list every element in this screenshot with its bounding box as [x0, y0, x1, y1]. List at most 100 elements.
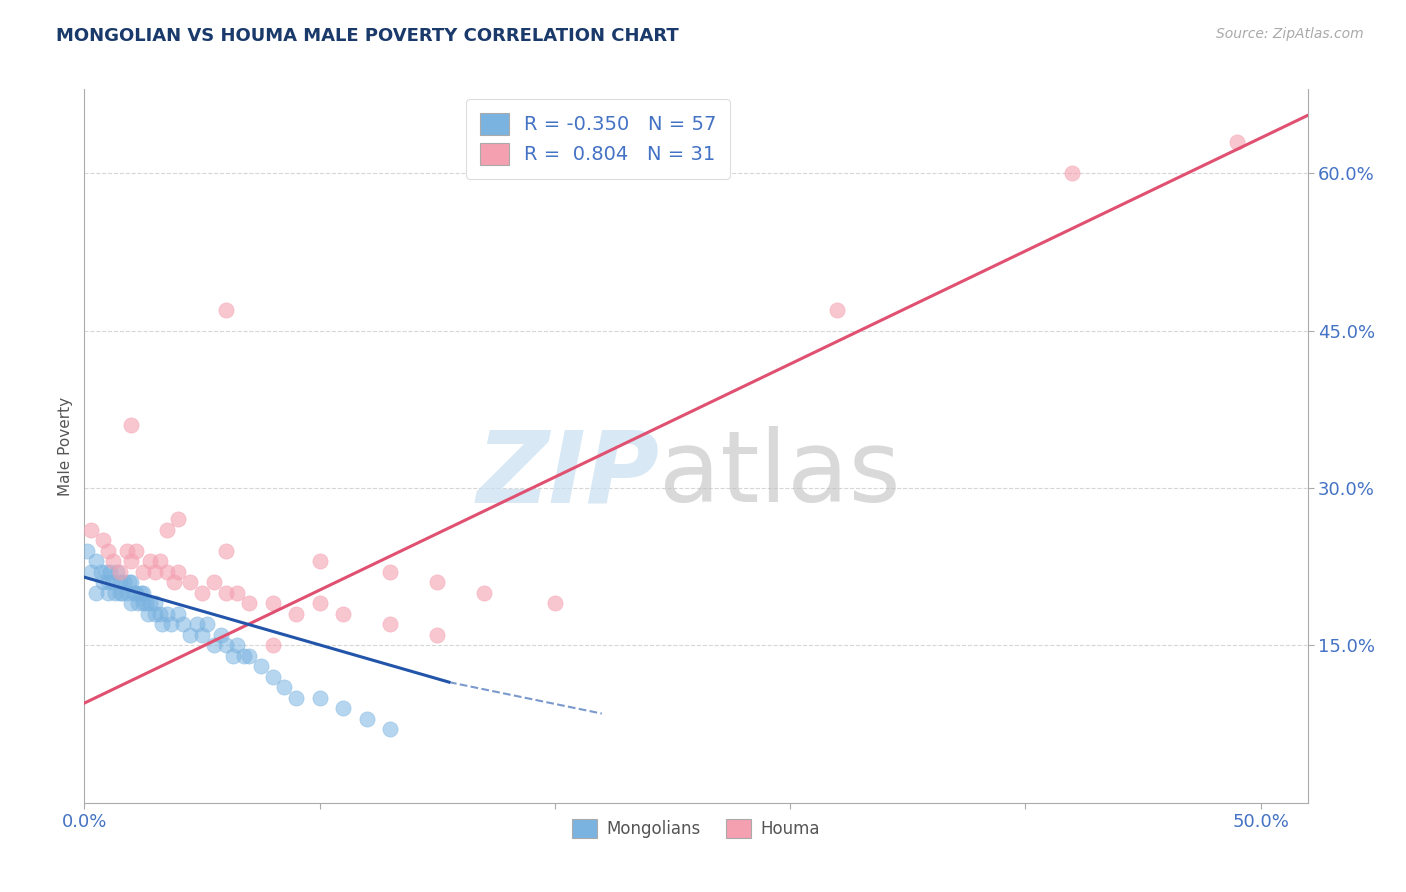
Point	[80, 523, 103, 537]
Point	[101, 575, 124, 590]
Point	[91, 575, 114, 590]
Point	[149, 607, 172, 621]
Point	[544, 596, 567, 610]
Point	[167, 565, 190, 579]
Point	[104, 586, 127, 600]
Point	[135, 596, 157, 610]
Point	[98, 565, 121, 579]
Point	[97, 575, 120, 590]
Point	[149, 554, 172, 568]
Point	[108, 565, 131, 579]
Point	[111, 586, 134, 600]
Point	[209, 628, 232, 642]
Point	[143, 596, 166, 610]
Point	[108, 575, 131, 590]
Y-axis label: Male Poverty: Male Poverty	[58, 396, 73, 496]
Point	[101, 554, 124, 568]
Point	[308, 596, 330, 610]
Point	[156, 523, 179, 537]
Text: MONGOLIAN VS HOUMA MALE POVERTY CORRELATION CHART: MONGOLIAN VS HOUMA MALE POVERTY CORRELAT…	[56, 27, 679, 45]
Point	[120, 417, 142, 432]
Point	[125, 586, 148, 600]
Point	[214, 302, 236, 317]
Point	[226, 639, 249, 653]
Point	[221, 648, 243, 663]
Point	[132, 565, 155, 579]
Point	[332, 701, 354, 715]
Point	[191, 586, 214, 600]
Point	[120, 596, 142, 610]
Point	[249, 659, 271, 673]
Point	[94, 565, 117, 579]
Point	[380, 723, 402, 737]
Point	[167, 607, 190, 621]
Point	[120, 575, 142, 590]
Point	[238, 648, 260, 663]
Point	[105, 565, 128, 579]
Point	[90, 565, 112, 579]
Point	[139, 596, 162, 610]
Point	[380, 565, 402, 579]
Text: ZIP: ZIP	[477, 426, 659, 523]
Point	[129, 586, 152, 600]
Point	[179, 575, 201, 590]
Point	[1226, 135, 1249, 149]
Point	[308, 690, 330, 705]
Point	[132, 586, 155, 600]
Point	[76, 544, 98, 558]
Point	[472, 586, 495, 600]
Point	[91, 533, 114, 548]
Point	[825, 302, 848, 317]
Point	[132, 596, 155, 610]
Point	[214, 586, 236, 600]
Point	[84, 554, 107, 568]
Point	[156, 607, 179, 621]
Point	[108, 586, 131, 600]
Point	[163, 575, 186, 590]
Point	[160, 617, 183, 632]
Point	[238, 596, 260, 610]
Point	[80, 565, 103, 579]
Point	[143, 607, 166, 621]
Point	[122, 586, 145, 600]
Point	[125, 544, 148, 558]
Point	[150, 617, 173, 632]
Point	[214, 544, 236, 558]
Point	[202, 575, 225, 590]
Point	[380, 617, 402, 632]
Point	[97, 544, 120, 558]
Point	[285, 607, 308, 621]
Point	[426, 628, 449, 642]
Point	[115, 544, 138, 558]
Point	[179, 628, 201, 642]
Point	[214, 639, 236, 653]
Point	[186, 617, 208, 632]
Point	[273, 681, 295, 695]
Point	[118, 575, 141, 590]
Point	[97, 586, 120, 600]
Point	[136, 607, 159, 621]
Point	[120, 554, 142, 568]
Point	[191, 628, 214, 642]
Point	[143, 565, 166, 579]
Point	[195, 617, 218, 632]
Point	[356, 712, 378, 726]
Point	[226, 586, 249, 600]
Point	[172, 617, 194, 632]
Point	[112, 575, 135, 590]
Point	[1062, 166, 1084, 180]
Point	[233, 648, 256, 663]
Point	[426, 575, 449, 590]
Point	[308, 554, 330, 568]
Text: Source: ZipAtlas.com: Source: ZipAtlas.com	[1216, 27, 1364, 41]
Point	[156, 565, 179, 579]
Point	[84, 586, 107, 600]
Text: atlas: atlas	[659, 426, 901, 523]
Point	[332, 607, 354, 621]
Point	[167, 512, 190, 526]
Point	[127, 596, 149, 610]
Point	[115, 586, 138, 600]
Legend: Mongolians, Houma: Mongolians, Houma	[565, 812, 827, 845]
Point	[262, 639, 284, 653]
Point	[285, 690, 308, 705]
